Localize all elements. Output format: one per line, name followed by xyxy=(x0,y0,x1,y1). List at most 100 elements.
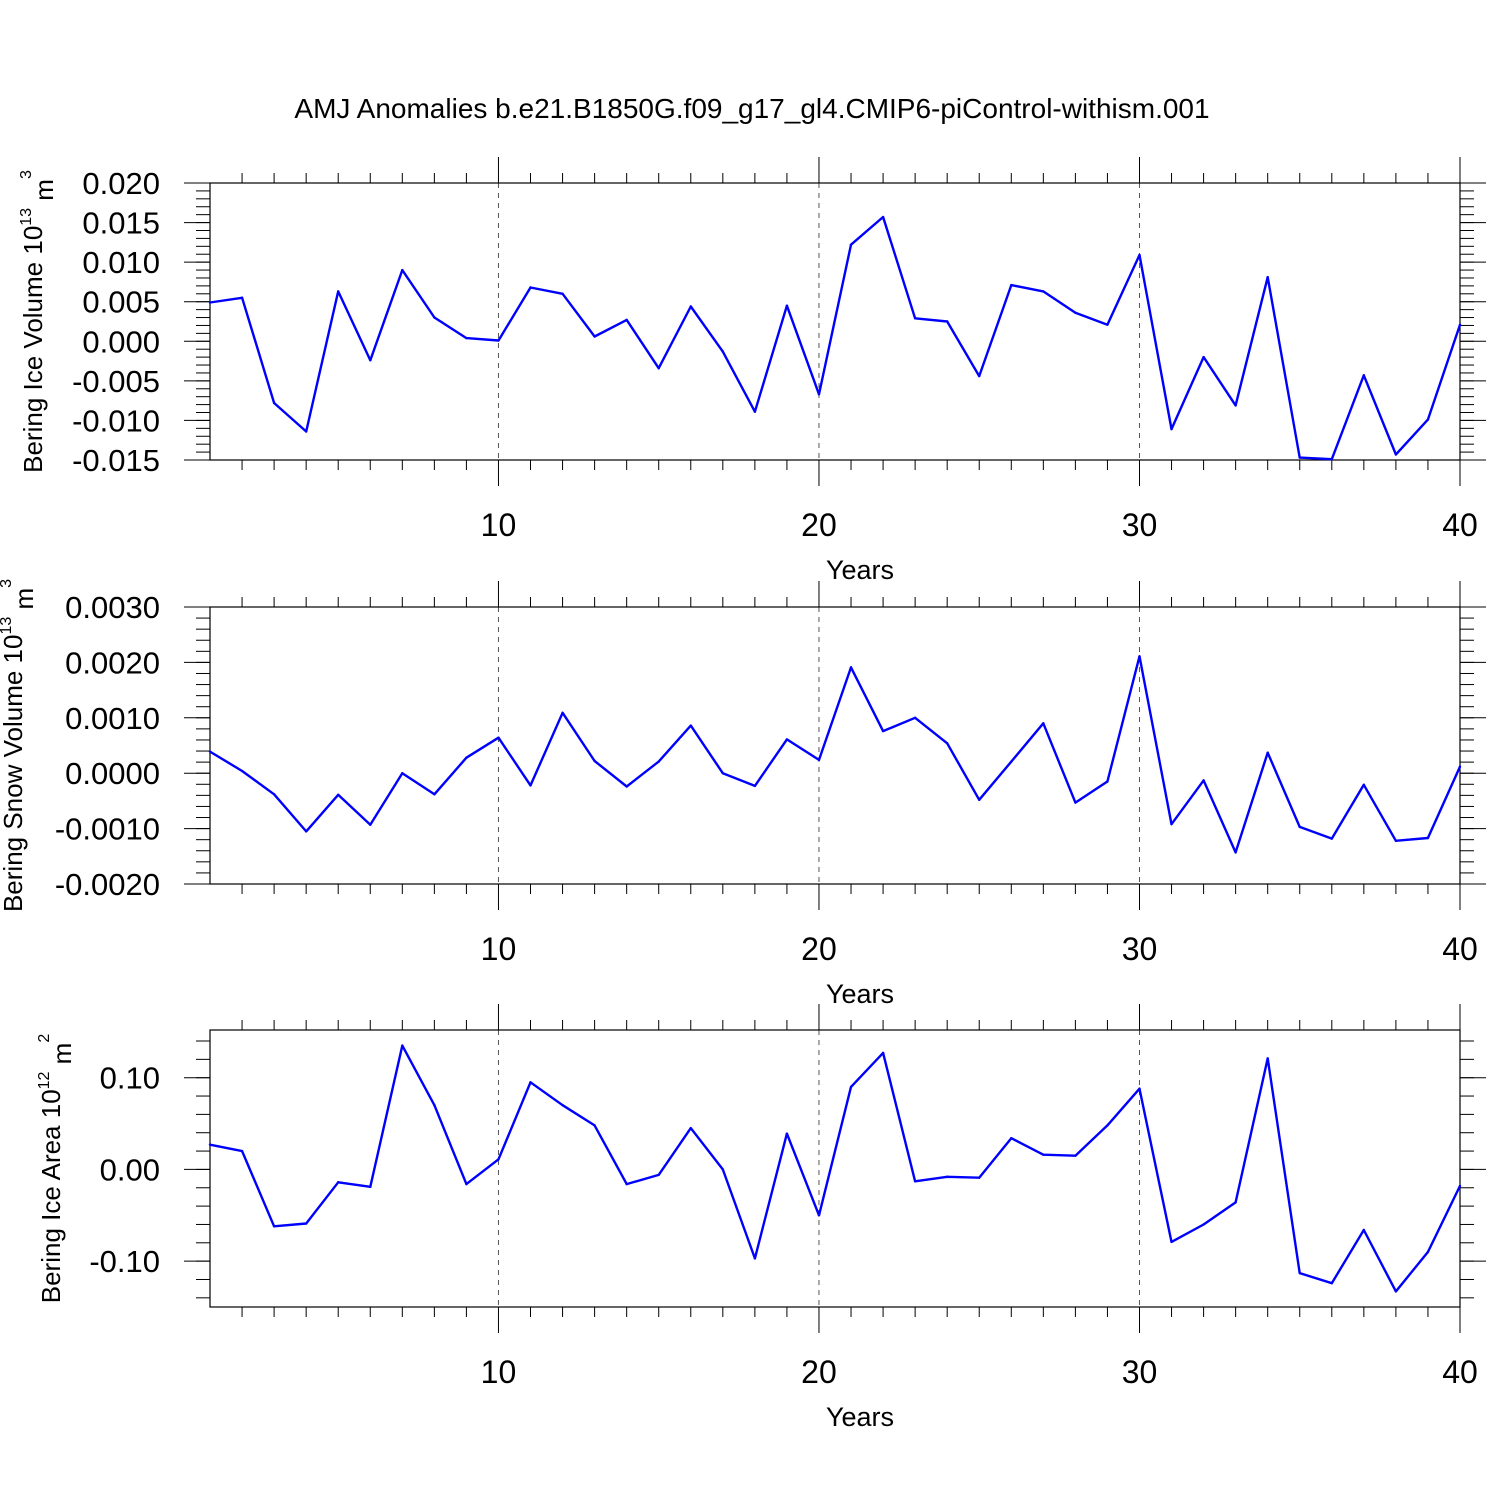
data-point xyxy=(433,1104,436,1107)
x-tick-label: 10 xyxy=(481,507,517,543)
data-point xyxy=(945,320,949,323)
data-point xyxy=(1074,311,1077,314)
data-point xyxy=(1170,427,1173,431)
data-point xyxy=(1234,404,1237,407)
x-axis-title: Years xyxy=(826,1402,894,1432)
data-point xyxy=(337,793,340,797)
y-tick-label: 0.0010 xyxy=(65,701,160,736)
x-tick-label: 30 xyxy=(1122,507,1158,543)
data-point xyxy=(849,1085,853,1089)
data-point xyxy=(272,793,276,796)
data-point xyxy=(785,1132,789,1135)
y-tick-label: -0.015 xyxy=(72,443,160,478)
data-point xyxy=(881,215,885,219)
data-point xyxy=(625,318,628,322)
y-axis-title-part: 3 xyxy=(0,579,15,588)
y-tick-label: 0.0020 xyxy=(65,645,160,680)
data-point xyxy=(1138,253,1141,257)
data-point xyxy=(1298,825,1301,829)
y-axis-title-part: 3 xyxy=(18,170,35,179)
y-axis-title-part: 13 xyxy=(0,617,15,635)
data-point xyxy=(1362,1228,1366,1232)
y-axis-title: Bering Ice Volume 1013 m3 xyxy=(18,170,59,473)
data-point xyxy=(240,296,244,299)
y-axis-title-part: Bering Snow Volume 10 xyxy=(0,635,28,913)
data-point xyxy=(1170,822,1173,826)
x-tick-label: 40 xyxy=(1442,1354,1478,1390)
y-axis-title-part: Bering Ice Volume 10 xyxy=(18,226,48,473)
data-point xyxy=(1042,290,1045,293)
data-point xyxy=(753,1257,757,1260)
data-point xyxy=(465,1182,468,1186)
data-point xyxy=(240,769,244,773)
data-point xyxy=(1106,780,1109,783)
data-point xyxy=(208,301,212,304)
y-axis-title-part: 13 xyxy=(18,208,35,226)
data-point xyxy=(945,1175,949,1178)
y-axis-title: Bering Snow Volume 1013 m3 xyxy=(0,579,39,912)
figure-title: AMJ Anomalies b.e21.B1850G.f09_g17_gl4.C… xyxy=(294,93,1209,124)
data-point xyxy=(337,1181,340,1184)
x-tick-label: 30 xyxy=(1122,931,1158,967)
data-point xyxy=(1106,323,1109,326)
data-point xyxy=(753,784,757,788)
data-point xyxy=(1074,1154,1077,1157)
data-point xyxy=(401,268,404,272)
data-point xyxy=(304,1222,308,1225)
y-axis-title-part: 2 xyxy=(36,1034,53,1043)
data-point xyxy=(401,1044,404,1047)
data-point xyxy=(1458,765,1462,768)
data-point xyxy=(1426,1250,1430,1254)
data-point xyxy=(1362,783,1366,787)
data-point xyxy=(465,756,468,759)
data-point xyxy=(433,316,436,319)
data-point xyxy=(401,772,404,775)
y-tick-label: 0.10 xyxy=(100,1061,160,1096)
x-axis-title: Years xyxy=(826,979,894,1009)
data-point xyxy=(1458,1184,1462,1188)
data-point xyxy=(1298,1271,1301,1275)
data-point xyxy=(721,772,725,775)
series-line xyxy=(209,655,1462,854)
panel-ice-area: 10 20 30 40 Years -0.10 0.00 0.10 Bering Ice Are… xyxy=(36,1004,1486,1432)
data-point xyxy=(1234,851,1237,854)
data-point xyxy=(497,736,500,739)
y-axis-title-part: m xyxy=(29,179,59,208)
y-tick-label: -0.0010 xyxy=(55,812,160,847)
data-point xyxy=(1330,458,1333,461)
series-line xyxy=(209,1044,1462,1293)
data-point xyxy=(1010,1137,1013,1140)
y-tick-label: -0.010 xyxy=(72,403,160,438)
y-tick-label: 0.020 xyxy=(82,166,160,201)
data-point xyxy=(849,666,853,669)
data-point xyxy=(657,366,660,370)
data-point xyxy=(1234,1201,1237,1204)
plot-frame xyxy=(209,1029,1461,1308)
data-point xyxy=(529,1081,532,1084)
data-point xyxy=(1170,1240,1173,1244)
x-tick-label: 10 xyxy=(481,931,517,967)
data-point xyxy=(657,1173,660,1177)
y-tick-label: 0.010 xyxy=(82,245,160,280)
data-point xyxy=(561,711,564,715)
data-point xyxy=(272,1225,276,1228)
data-point xyxy=(1362,374,1366,377)
data-point xyxy=(978,1176,981,1179)
data-point xyxy=(593,1124,596,1127)
data-point xyxy=(913,317,917,320)
x-tick-label: 20 xyxy=(801,507,837,543)
data-point xyxy=(881,729,885,733)
y-axis-title-part: m xyxy=(47,1043,77,1072)
data-point xyxy=(881,1051,885,1055)
data-point xyxy=(465,336,468,340)
data-point xyxy=(689,305,692,308)
data-point xyxy=(1394,453,1398,456)
data-point xyxy=(369,823,372,826)
data-point xyxy=(304,430,308,433)
data-point xyxy=(369,1185,372,1189)
data-point xyxy=(913,1180,917,1183)
data-point xyxy=(1394,839,1398,842)
data-point xyxy=(753,410,757,413)
data-point xyxy=(1010,283,1013,287)
